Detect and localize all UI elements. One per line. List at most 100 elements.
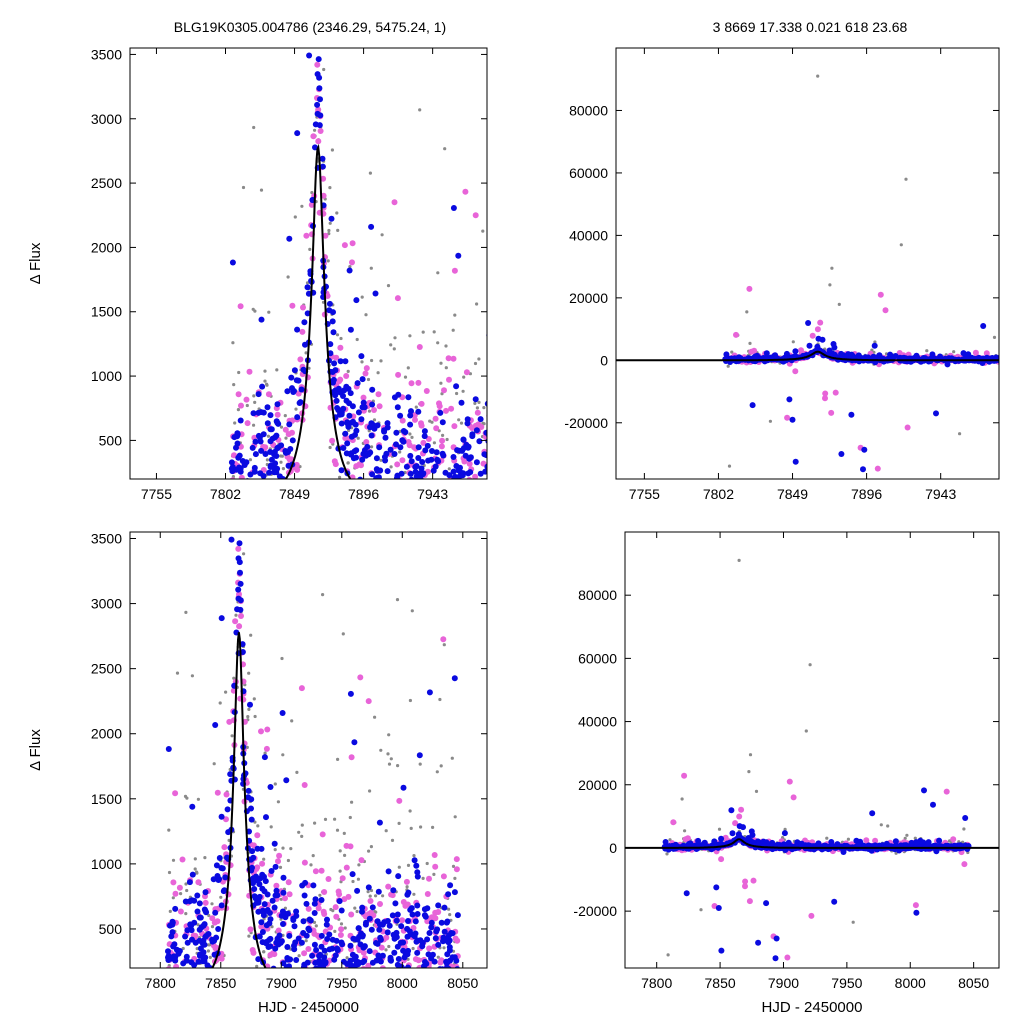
plot-frame xyxy=(615,47,1000,480)
gray-data-point xyxy=(366,890,370,894)
blue-data-point xyxy=(366,948,373,955)
gray-data-point xyxy=(1000,359,1003,362)
gray-data-point xyxy=(432,872,436,877)
y-tick-label: 1000 xyxy=(91,856,122,872)
gray-data-point xyxy=(366,377,371,382)
x-tick-label: 8050 xyxy=(447,975,478,991)
blue-data-point xyxy=(375,952,382,959)
gray-data-point xyxy=(245,745,249,750)
gray-data-point xyxy=(355,909,359,914)
blue-data-point xyxy=(422,913,429,920)
gray-data-point xyxy=(313,128,317,132)
gray-data-point xyxy=(193,857,197,861)
gray-data-point xyxy=(356,877,360,881)
blue-data-point xyxy=(763,350,770,357)
magenta-data-point xyxy=(303,232,310,239)
blue-data-point xyxy=(291,942,297,949)
magenta-data-point xyxy=(415,379,422,386)
blue-data-point xyxy=(359,970,365,976)
blue-data-point xyxy=(319,155,326,162)
blue-data-point xyxy=(237,569,243,576)
gray-data-point xyxy=(313,821,317,825)
gray-data-point xyxy=(219,895,223,899)
magenta-data-point xyxy=(179,856,186,863)
gray-data-point xyxy=(442,946,446,950)
blue-data-point xyxy=(929,351,936,358)
magenta-data-point xyxy=(223,791,230,798)
gray-data-point xyxy=(338,869,342,873)
magenta-data-point xyxy=(343,864,350,871)
blue-data-point xyxy=(359,908,365,915)
gray-data-point xyxy=(482,406,486,410)
blue-data-point xyxy=(392,480,398,486)
gray-data-point xyxy=(387,762,392,766)
magenta-data-point xyxy=(440,873,447,880)
blue-data-point xyxy=(460,445,467,452)
gray-data-point xyxy=(343,926,347,930)
blue-data-point xyxy=(426,930,433,936)
blue-data-point xyxy=(395,956,402,962)
blue-data-point xyxy=(350,455,357,462)
blue-data-point xyxy=(316,957,323,964)
blue-data-point xyxy=(340,445,347,451)
plot-area xyxy=(228,52,487,486)
blue-data-point xyxy=(848,411,855,418)
gray-data-point xyxy=(210,925,215,929)
magenta-data-point xyxy=(341,242,348,249)
magenta-data-point xyxy=(314,61,321,68)
magenta-data-point xyxy=(395,371,402,378)
magenta-data-point xyxy=(358,857,365,864)
gray-data-point xyxy=(348,265,352,269)
gray-data-point xyxy=(453,313,457,317)
gray-data-point xyxy=(210,902,214,906)
blue-data-point xyxy=(736,823,743,830)
gray-data-point xyxy=(699,908,703,912)
blue-data-point xyxy=(366,915,373,922)
blue-data-point xyxy=(349,871,356,878)
blue-data-point xyxy=(274,401,281,408)
blue-data-point xyxy=(876,352,883,359)
blue-data-point xyxy=(200,949,207,956)
blue-data-point xyxy=(374,467,381,474)
x-tick-label: 7950 xyxy=(831,975,862,991)
magenta-data-point xyxy=(451,267,458,274)
gray-data-point xyxy=(828,283,832,287)
gray-data-point xyxy=(275,368,279,372)
blue-data-point xyxy=(913,839,920,846)
gray-data-point xyxy=(379,748,383,752)
header-right-text: 3 8669 17.338 0.021 618 23.68 xyxy=(713,19,908,35)
blue-data-point xyxy=(188,923,194,929)
blue-data-point xyxy=(261,888,268,895)
blue-data-point xyxy=(255,391,262,398)
blue-data-point xyxy=(287,446,294,452)
gray-data-point xyxy=(338,849,342,853)
blue-data-point xyxy=(908,839,915,846)
blue-data-point xyxy=(218,902,225,909)
blue-data-point xyxy=(333,397,340,404)
gray-data-point xyxy=(403,375,408,379)
blue-data-point xyxy=(412,468,419,475)
gray-data-point xyxy=(308,247,312,251)
blue-data-point xyxy=(252,451,259,458)
gray-data-point xyxy=(395,481,398,484)
magenta-data-point xyxy=(329,437,336,444)
magenta-data-point xyxy=(347,843,354,850)
magenta-data-point xyxy=(1001,356,1007,362)
magenta-data-point xyxy=(682,836,689,843)
blue-data-point xyxy=(186,970,192,976)
gray-data-point xyxy=(263,369,267,373)
y-tick-label: 3000 xyxy=(91,596,122,612)
gray-data-point xyxy=(175,671,180,675)
y-tick-label: 2500 xyxy=(91,175,122,191)
gray-data-point xyxy=(439,361,443,365)
gray-data-point xyxy=(236,408,240,412)
gray-data-point xyxy=(281,753,285,757)
magenta-data-point xyxy=(443,407,449,414)
blue-data-point xyxy=(355,925,362,932)
blue-data-point xyxy=(276,473,283,479)
gray-data-point xyxy=(335,828,340,832)
magenta-data-point xyxy=(173,963,180,968)
blue-data-point xyxy=(338,467,345,474)
gray-data-point xyxy=(666,953,670,957)
blue-data-point xyxy=(270,969,276,975)
